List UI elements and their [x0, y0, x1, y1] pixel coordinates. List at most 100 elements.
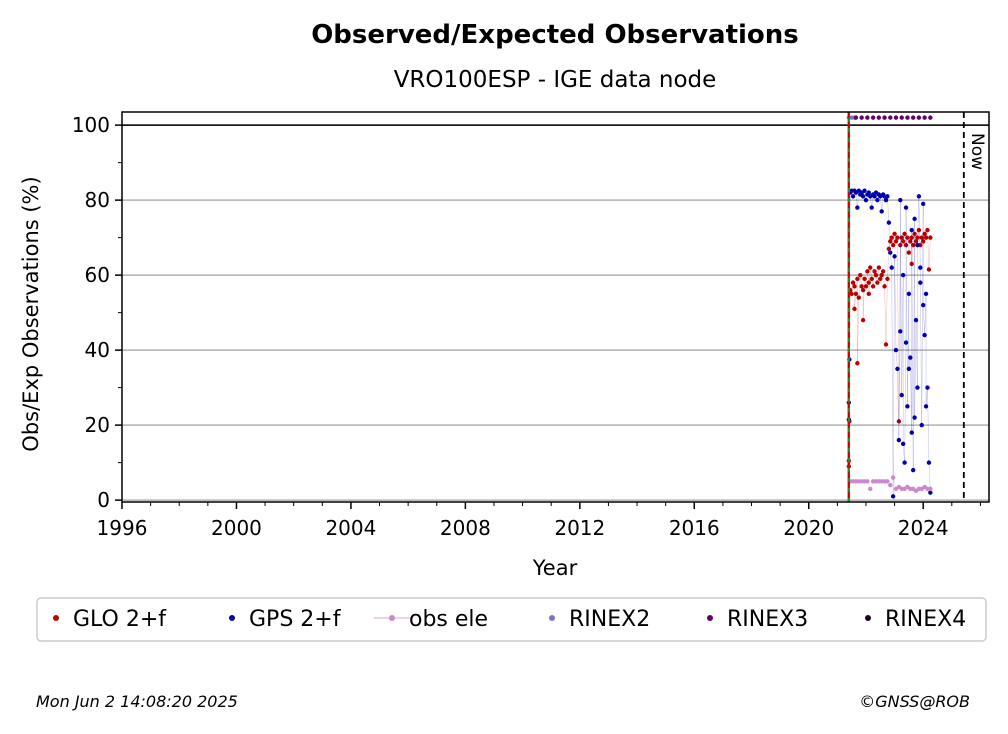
data-point — [919, 422, 924, 428]
grid-lines — [122, 124, 989, 501]
data-point — [920, 302, 926, 308]
data-point — [909, 227, 914, 233]
y-axis-label: Obs/Exp Observations (%) — [19, 176, 43, 451]
data-point — [859, 115, 864, 120]
data-point — [865, 269, 870, 274]
data-point — [856, 295, 862, 300]
data-point — [925, 227, 930, 233]
x-tick-label: 2012 — [554, 516, 605, 540]
data-point — [862, 276, 867, 282]
data-point — [863, 197, 869, 203]
y-tick-label: 0 — [97, 488, 110, 512]
data-point — [893, 239, 899, 244]
data-point — [879, 209, 884, 214]
data-point — [896, 419, 902, 424]
data-point — [855, 276, 860, 282]
data-point — [905, 235, 910, 240]
data-point — [915, 385, 920, 390]
legend-label: GPS 2+f — [249, 607, 342, 632]
data-point — [886, 220, 892, 225]
data-point — [889, 265, 894, 270]
legend-marker — [53, 615, 59, 621]
data-point — [860, 194, 866, 199]
footer-timestamp: Mon Jun 2 14:08:20 2025 — [36, 692, 238, 711]
data-point — [889, 235, 894, 240]
legend-label: GLO 2+f — [73, 607, 167, 632]
data-point — [920, 201, 926, 207]
chart-subtitle: VRO100ESP - IGE data node — [394, 67, 717, 93]
data-point — [913, 239, 919, 244]
x-tick-label: 2016 — [669, 516, 720, 540]
data-point — [916, 194, 922, 199]
data-point — [899, 235, 904, 240]
data-point — [883, 342, 889, 347]
data-point — [852, 284, 857, 289]
data-point — [869, 276, 874, 282]
data-point — [862, 188, 867, 193]
data-point — [872, 269, 877, 274]
data-point — [898, 197, 903, 203]
data-point — [876, 115, 882, 120]
data-point — [885, 479, 890, 484]
legend-frame — [36, 597, 987, 642]
data-point — [915, 235, 920, 240]
data-point — [852, 306, 857, 312]
data-point — [885, 194, 890, 199]
data-point — [900, 441, 906, 447]
data-point — [870, 284, 876, 289]
legend-marker — [549, 615, 555, 621]
data-point — [855, 361, 860, 366]
data-point — [920, 239, 926, 244]
data-point — [902, 231, 907, 237]
data-point — [879, 272, 884, 278]
data-point — [882, 115, 887, 120]
data-point — [888, 482, 893, 488]
data-point — [850, 194, 856, 199]
data-point — [890, 242, 896, 248]
y-tick-label: 100 — [72, 113, 110, 137]
x-tick-label: 2024 — [898, 516, 949, 540]
x-tick-label: 1996 — [97, 516, 148, 540]
reference-lines: Now — [122, 112, 989, 502]
data-point — [928, 486, 933, 492]
data-point — [923, 235, 929, 240]
data-point — [928, 490, 933, 495]
y-tick-label: 40 — [85, 338, 110, 362]
data-point — [916, 115, 922, 120]
data-point — [903, 205, 909, 210]
data-point — [876, 265, 882, 270]
plot-frame — [121, 111, 990, 503]
data-point — [909, 430, 914, 435]
data-point — [905, 404, 910, 409]
data-point — [896, 437, 902, 443]
data-point — [926, 267, 932, 272]
x-tick-label: 2008 — [440, 516, 491, 540]
footer-credit: ©GNSS@ROB — [859, 692, 970, 711]
data-point — [898, 242, 903, 248]
legend: GLO 2+f GPS 2+f obs ele RINEX2 RINEX3 RINEX4 — [36, 597, 987, 642]
data-point — [865, 479, 870, 484]
data-point — [893, 115, 899, 120]
legend-marker — [865, 615, 871, 621]
data-point — [908, 239, 913, 244]
data-point — [892, 231, 897, 237]
data-point — [913, 317, 919, 323]
data-point — [899, 115, 904, 120]
data-point — [868, 265, 873, 270]
data-point — [893, 347, 899, 353]
data-point — [899, 392, 904, 398]
data-point — [888, 250, 893, 255]
x-axis-label: Year — [532, 556, 578, 580]
data-point — [905, 115, 910, 120]
data-point — [865, 115, 870, 120]
data-point — [912, 415, 917, 420]
data-point — [853, 115, 859, 120]
data-point — [910, 115, 916, 120]
data-point — [880, 269, 886, 274]
data-point — [886, 246, 892, 252]
legend-marker — [707, 615, 713, 621]
series-line — [848, 230, 931, 467]
data-point — [868, 486, 873, 492]
data-point — [872, 194, 877, 199]
